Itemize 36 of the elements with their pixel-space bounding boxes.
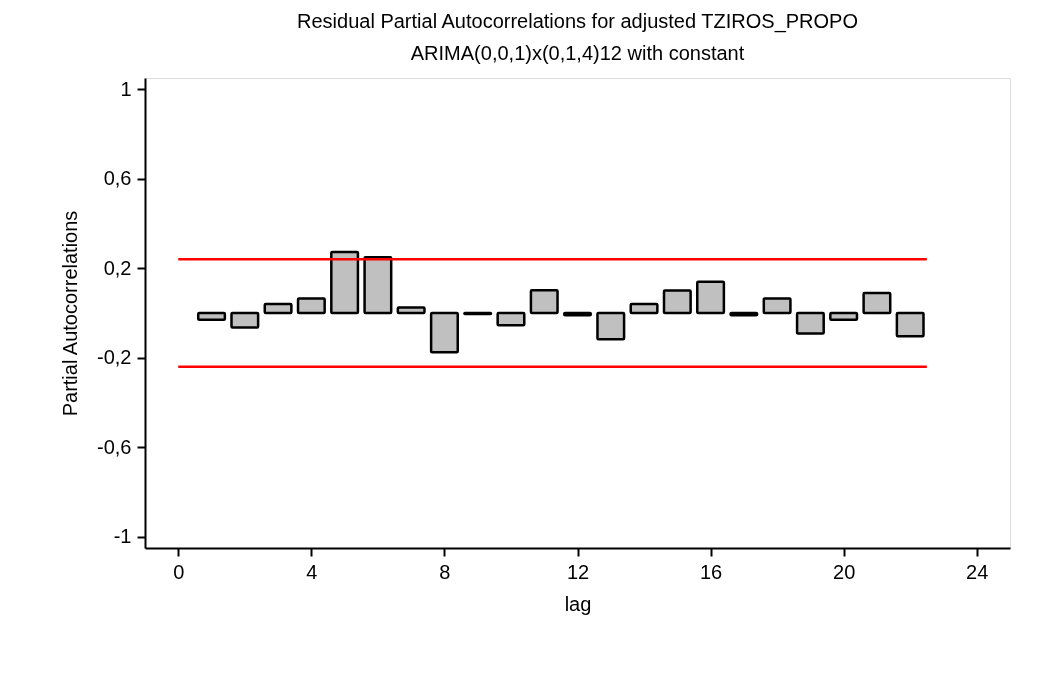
bar: [895, 311, 925, 338]
x-tick-label: 12: [566, 560, 590, 583]
x-tick-label: 24: [966, 560, 989, 583]
y-tick-label: -1: [113, 525, 132, 548]
bar: [196, 311, 227, 321]
bar: [296, 297, 326, 315]
y-tick-label: -0,6: [97, 435, 132, 458]
y-axis-title: Partial Autocorrelations: [59, 210, 82, 417]
bar: [696, 280, 726, 315]
x-tick-label: 0: [173, 560, 185, 583]
bar: [396, 306, 426, 315]
bar: [330, 250, 360, 315]
chart-title: Residual Partial Autocorrelations for adjusted TZIROS_PROPO: [297, 10, 858, 33]
bar: [529, 288, 559, 315]
bar: [429, 311, 459, 354]
bar: [629, 302, 659, 315]
x-tick-label: 8: [439, 560, 451, 583]
y-tick-label: 1: [120, 77, 132, 100]
y-tick-label: 0,6: [103, 167, 132, 190]
bar: [496, 311, 526, 327]
bar: [862, 291, 892, 315]
x-tick-label: 4: [306, 560, 318, 583]
bar: [662, 289, 692, 315]
y-tick-label: 0,2: [103, 256, 132, 279]
bar: [762, 297, 792, 315]
x-axis-title: lag: [564, 592, 592, 615]
bar: [230, 311, 260, 329]
chart-subtitle: ARIMA(0,0,1)x(0,1,4)12 with constant: [410, 42, 745, 64]
bar: [596, 311, 626, 341]
x-tick-label: 20: [833, 560, 856, 583]
bar: [795, 311, 825, 335]
y-tick-label: -0,2: [97, 346, 132, 369]
x-tick-label: 16: [699, 560, 723, 583]
bar: [363, 256, 393, 315]
bar: [829, 311, 859, 321]
bar: [263, 302, 293, 315]
